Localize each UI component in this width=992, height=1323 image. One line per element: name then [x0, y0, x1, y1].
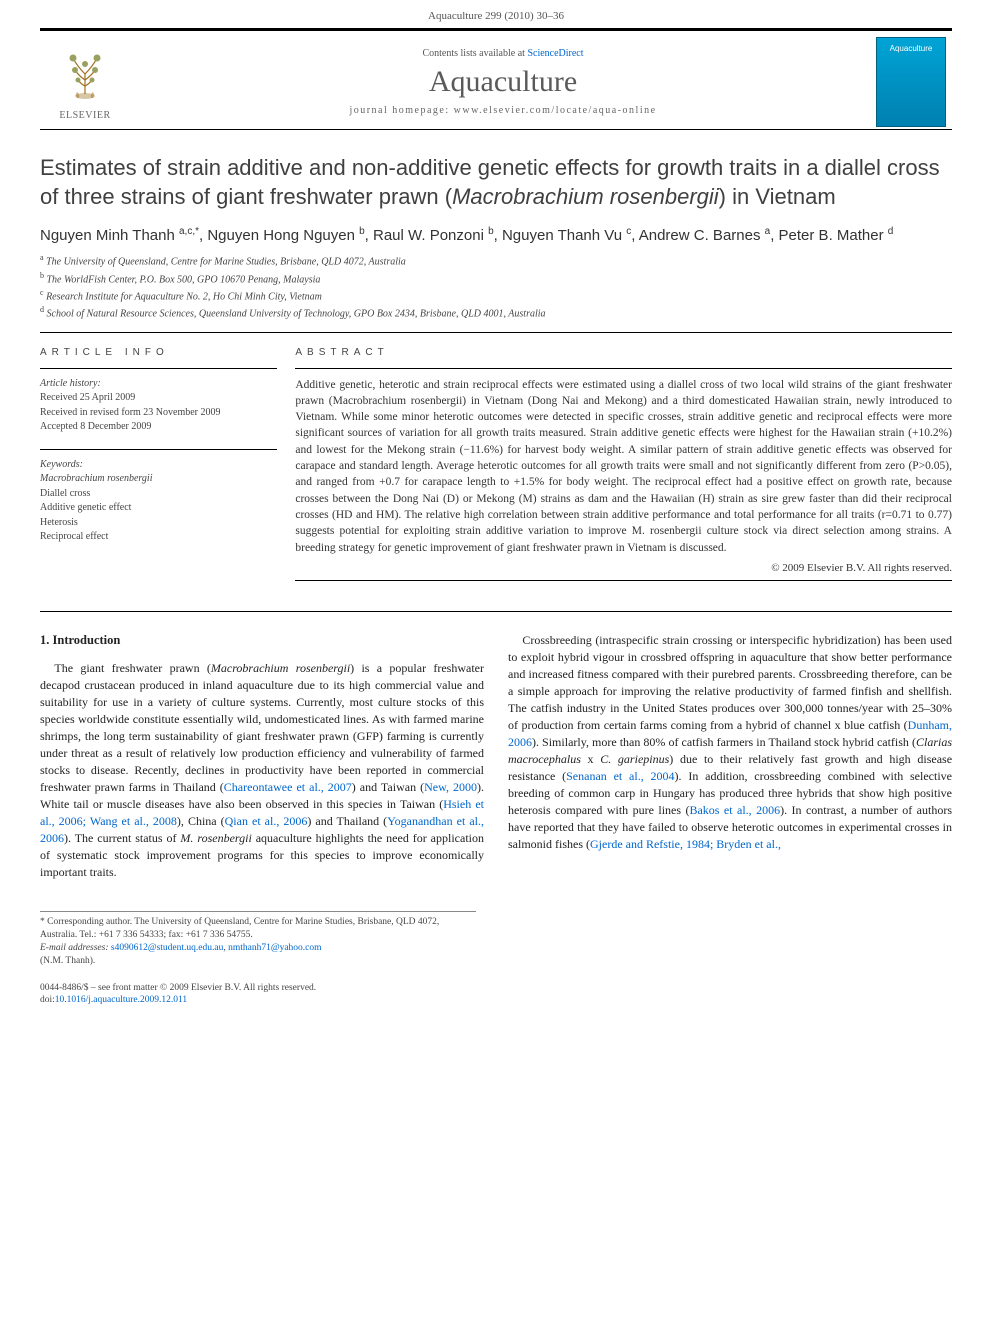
- rule-under-history: [40, 449, 277, 450]
- front-matter-line: 0044-8486/$ – see front matter © 2009 El…: [40, 982, 476, 995]
- email-attrib: (N.M. Thanh).: [40, 955, 476, 968]
- keyword: Heterosis: [40, 516, 277, 531]
- body-paragraph: The giant freshwater prawn (Macrobrachiu…: [40, 660, 484, 881]
- history-line: Received in revised form 23 November 200…: [40, 406, 277, 421]
- affiliation-b: b The WorldFish Center, P.O. Box 500, GP…: [40, 270, 952, 287]
- running-head: Aquaculture 299 (2010) 30–36: [0, 0, 992, 28]
- rule-under-abstract-heading: [295, 368, 952, 369]
- meta-abstract-row: ARTICLE INFO Article history: Received 2…: [40, 333, 952, 582]
- journal-banner: ELSEVIER Contents lists available at Sci…: [40, 31, 952, 129]
- email-link[interactable]: nmthanh71@yahoo.com: [228, 943, 321, 953]
- doi-label: doi:: [40, 995, 55, 1005]
- email-label: E-mail addresses:: [40, 943, 109, 953]
- keyword: Diallel cross: [40, 487, 277, 502]
- corresponding-author-footnote: * Corresponding author. The University o…: [40, 911, 476, 967]
- page-footer: 0044-8486/$ – see front matter © 2009 El…: [40, 982, 476, 1008]
- abstract-text: Additive genetic, heterotic and strain r…: [295, 377, 952, 557]
- article-history: Article history: Received 25 April 2009 …: [40, 377, 277, 435]
- rule-under-abstract: [295, 580, 952, 581]
- elsevier-tree-icon: [53, 44, 117, 108]
- sciencedirect-link[interactable]: ScienceDirect: [527, 48, 583, 59]
- rule-under-artinfo: [40, 368, 277, 369]
- section-heading-intro: 1. Introduction: [40, 632, 484, 650]
- article-info-block: ARTICLE INFO Article history: Received 2…: [40, 347, 295, 582]
- author-list: Nguyen Minh Thanh a,c,*, Nguyen Hong Ngu…: [40, 225, 952, 246]
- body-paragraph: Crossbreeding (intraspecific strain cros…: [508, 632, 952, 853]
- doi-link[interactable]: 10.1016/j.aquaculture.2009.12.011: [55, 995, 187, 1005]
- article-title: Estimates of strain additive and non-add…: [40, 154, 952, 211]
- rule-before-body: [40, 611, 952, 612]
- journal-name: Aquaculture: [130, 65, 876, 99]
- contents-lists-line: Contents lists available at ScienceDirec…: [130, 48, 876, 59]
- abstract-heading: ABSTRACT: [295, 347, 952, 358]
- keyword: Macrobrachium rosenbergii: [40, 472, 277, 487]
- history-line: Received 25 April 2009: [40, 391, 277, 406]
- corr-author-line: * Corresponding author. The University o…: [40, 916, 476, 942]
- article-info-heading: ARTICLE INFO: [40, 347, 277, 358]
- body-two-columns: 1. Introduction The giant freshwater pra…: [40, 632, 952, 881]
- keyword: Reciprocal effect: [40, 530, 277, 545]
- journal-cover-icon: Aquaculture: [876, 37, 946, 127]
- email-link[interactable]: s4090612@student.uq.edu.au: [111, 943, 223, 953]
- affiliation-a: a The University of Queensland, Centre f…: [40, 252, 952, 269]
- keyword: Additive genetic effect: [40, 501, 277, 516]
- affiliation-c: c Research Institute for Aquaculture No.…: [40, 287, 952, 304]
- banner-center: Contents lists available at ScienceDirec…: [130, 48, 876, 116]
- rule-under-banner: [40, 129, 952, 130]
- history-title: Article history:: [40, 377, 277, 392]
- keywords-title: Keywords:: [40, 458, 277, 473]
- publisher-logo-block: ELSEVIER: [40, 44, 130, 121]
- journal-cover-thumb: Aquaculture: [876, 37, 952, 127]
- abstract-copyright: © 2009 Elsevier B.V. All rights reserved…: [295, 562, 952, 574]
- keywords-block: Keywords: Macrobrachium rosenbergii Dial…: [40, 458, 277, 545]
- journal-cover-title: Aquaculture: [890, 44, 933, 53]
- affiliation-list: a The University of Queensland, Centre f…: [40, 252, 952, 321]
- abstract-block: ABSTRACT Additive genetic, heterotic and…: [295, 347, 952, 582]
- journal-homepage-line: journal homepage: www.elsevier.com/locat…: [130, 105, 876, 116]
- contents-prefix: Contents lists available at: [422, 48, 527, 59]
- publisher-name: ELSEVIER: [59, 110, 110, 121]
- affiliation-d: d School of Natural Resource Sciences, Q…: [40, 304, 952, 321]
- doi-line: doi:10.1016/j.aquaculture.2009.12.011: [40, 994, 476, 1007]
- history-line: Accepted 8 December 2009: [40, 420, 277, 435]
- email-line: E-mail addresses: s4090612@student.uq.ed…: [40, 942, 476, 955]
